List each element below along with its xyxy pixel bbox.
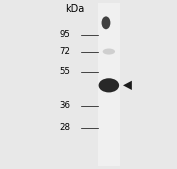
Text: 95: 95 [59, 30, 70, 39]
Text: kDa: kDa [65, 4, 84, 14]
Text: 36: 36 [59, 101, 70, 110]
Ellipse shape [99, 78, 119, 92]
Text: 55: 55 [59, 67, 70, 76]
Text: 72: 72 [59, 47, 70, 56]
Bar [98, 3, 120, 166]
Text: 28: 28 [59, 123, 70, 132]
Ellipse shape [102, 16, 110, 29]
Ellipse shape [103, 49, 115, 55]
Polygon shape [123, 81, 132, 90]
